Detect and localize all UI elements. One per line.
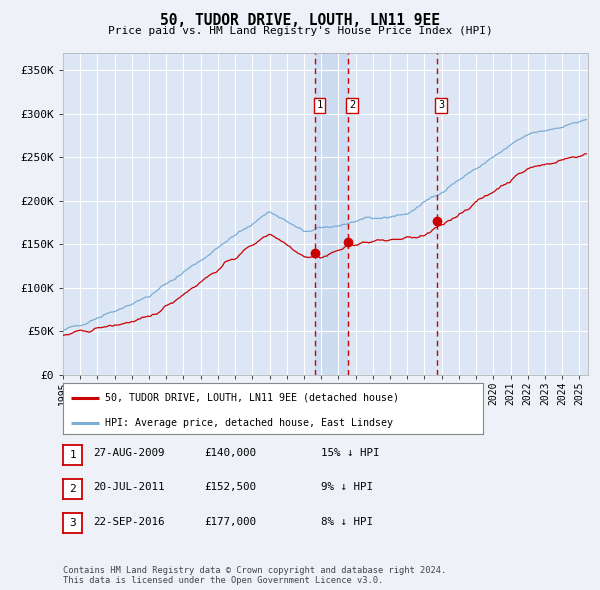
Text: 3: 3 xyxy=(69,519,76,528)
Text: £152,500: £152,500 xyxy=(204,483,256,493)
Text: 1: 1 xyxy=(69,450,76,460)
Text: HPI: Average price, detached house, East Lindsey: HPI: Average price, detached house, East… xyxy=(105,418,393,428)
Text: Contains HM Land Registry data © Crown copyright and database right 2024.
This d: Contains HM Land Registry data © Crown c… xyxy=(63,566,446,585)
Text: 1: 1 xyxy=(316,100,323,110)
Bar xyxy=(315,53,348,375)
Text: 9% ↓ HPI: 9% ↓ HPI xyxy=(321,483,373,493)
Text: 20-JUL-2011: 20-JUL-2011 xyxy=(93,483,164,493)
Text: 2: 2 xyxy=(349,100,355,110)
Text: 15% ↓ HPI: 15% ↓ HPI xyxy=(321,448,380,458)
Text: 50, TUDOR DRIVE, LOUTH, LN11 9EE: 50, TUDOR DRIVE, LOUTH, LN11 9EE xyxy=(160,13,440,28)
Text: 50, TUDOR DRIVE, LOUTH, LN11 9EE (detached house): 50, TUDOR DRIVE, LOUTH, LN11 9EE (detach… xyxy=(105,392,399,402)
Text: £140,000: £140,000 xyxy=(204,448,256,458)
Text: 3: 3 xyxy=(438,100,444,110)
Text: 22-SEP-2016: 22-SEP-2016 xyxy=(93,517,164,527)
Text: 27-AUG-2009: 27-AUG-2009 xyxy=(93,448,164,458)
Text: 2: 2 xyxy=(69,484,76,494)
Text: Price paid vs. HM Land Registry's House Price Index (HPI): Price paid vs. HM Land Registry's House … xyxy=(107,26,493,36)
Text: £177,000: £177,000 xyxy=(204,517,256,527)
Text: 8% ↓ HPI: 8% ↓ HPI xyxy=(321,517,373,527)
